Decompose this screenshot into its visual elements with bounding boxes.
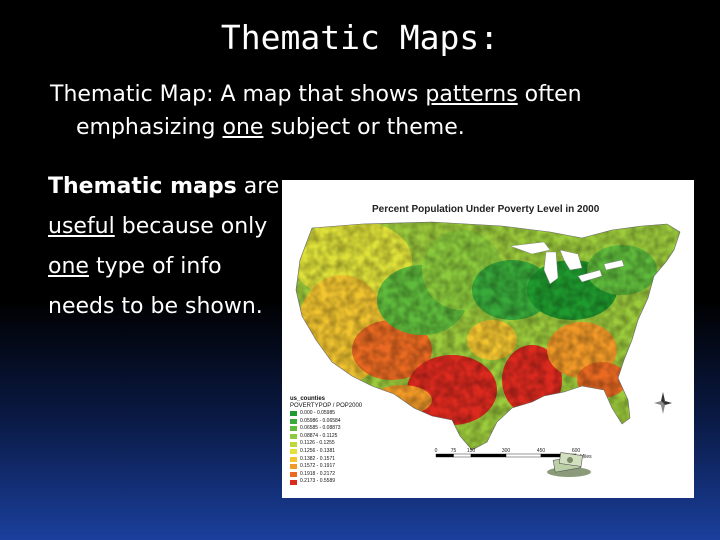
- great-lakes: [509, 241, 625, 285]
- scale-segment: [505, 453, 542, 458]
- legend-title: us_counties: [290, 396, 326, 402]
- side-line1: Thematic maps are: [48, 167, 288, 207]
- definition-pre: Thematic Map: A map that shows: [50, 82, 426, 107]
- scale-tick-label: 300: [502, 448, 511, 454]
- definition-line2-pre: emphasizing: [76, 115, 223, 140]
- side-one: one: [48, 254, 89, 279]
- map-panel: Percent Population Under Poverty Level i…: [282, 180, 694, 498]
- legend-swatch: [290, 426, 297, 432]
- side-bold: Thematic maps: [48, 174, 237, 199]
- legend-label: 0.06585 - 0.08873: [300, 425, 341, 432]
- side-line4: needs to be shown.: [48, 294, 263, 319]
- side-line3: one type of info: [48, 247, 288, 287]
- legend-swatch: [290, 456, 297, 462]
- side-line2: useful because only: [48, 207, 288, 247]
- legend-swatch: [290, 479, 297, 485]
- scale-tick-label: 0: [435, 448, 438, 454]
- legend-item: 0.000 - 0.05985: [290, 410, 362, 418]
- legend-label: 0.1256 - 0.1381: [300, 447, 336, 454]
- legend-swatch: [290, 472, 297, 478]
- legend-swatch: [290, 411, 297, 417]
- definition-one: one: [222, 115, 264, 140]
- legend-label: 0.000 - 0.05985: [300, 410, 336, 416]
- legend-label: 0.1572 - 0.1917: [300, 463, 336, 470]
- side-after-bold: are: [236, 174, 280, 199]
- side-text: Thematic maps are useful because only on…: [48, 167, 288, 327]
- legend-swatch: [290, 464, 297, 470]
- legend-label: 0.2173 - 0.5589: [300, 478, 336, 485]
- legend-label: 0.1126 - 0.1255: [300, 440, 335, 447]
- scale-tick-label: 450: [537, 448, 546, 454]
- legend-item: 0.08874 - 0.1125: [290, 433, 362, 441]
- legend-label: 0.08874 - 0.1125: [300, 432, 338, 439]
- scale-tick-label: 150: [467, 448, 476, 454]
- legend-item: 0.1918 - 0.2172: [290, 471, 362, 479]
- legend-item: 0.1126 - 0.1255: [290, 440, 362, 448]
- legend-item: 0.1256 - 0.1381: [290, 448, 362, 456]
- side-after-one: type of info: [88, 254, 222, 279]
- legend-swatch: [290, 441, 297, 447]
- definition-line2: emphasizing one subject or theme.: [50, 111, 670, 144]
- definition-mid: often: [517, 82, 582, 107]
- definition-line2-post: subject or theme.: [263, 115, 465, 140]
- money-illustration-icon: [547, 452, 591, 477]
- legend-item: 0.1382 - 0.1571: [290, 456, 362, 464]
- definition-text: Thematic Map: A map that shows patterns …: [50, 78, 670, 144]
- side-after-useful: because only: [114, 214, 268, 239]
- compass-icon: [654, 392, 672, 414]
- us-map: [295, 221, 681, 451]
- legend-swatch: [290, 434, 297, 440]
- legend-swatch: [290, 449, 297, 455]
- definition-patterns: patterns: [425, 82, 518, 107]
- legend-item: 0.05986 - 0.06584: [290, 418, 362, 426]
- scale-tick-label: 75: [451, 448, 457, 454]
- legend-label: 0.05986 - 0.06584: [300, 417, 341, 424]
- scale-tick-label: 600: [572, 448, 581, 454]
- side-useful: useful: [48, 214, 115, 239]
- scale-segment: [435, 453, 454, 458]
- map-legend: us_counties POVERTYPOP / POP2000 0.000 -…: [290, 396, 362, 486]
- legend-rows: 0.000 - 0.05985 0.05986 - 0.06584 0.06585 …: [290, 410, 362, 486]
- legend-item: 0.2173 - 0.5589: [290, 478, 362, 486]
- map-title: Percent Population Under Poverty Level i…: [372, 204, 600, 215]
- scale-segment: [470, 453, 507, 458]
- legend-item: 0.06585 - 0.08873: [290, 425, 362, 433]
- legend-item: 0.1572 - 0.1917: [290, 463, 362, 471]
- legend-label: 0.1382 - 0.1571: [300, 455, 336, 462]
- scale-unit: Miles: [580, 454, 592, 460]
- legend-swatch: [290, 418, 297, 424]
- legend-subtitle: POVERTYPOP / POP2000: [290, 403, 363, 409]
- scale-segment: [453, 453, 472, 458]
- slide-title: Thematic Maps:: [220, 18, 500, 57]
- legend-label: 0.1918 - 0.2172: [300, 470, 336, 477]
